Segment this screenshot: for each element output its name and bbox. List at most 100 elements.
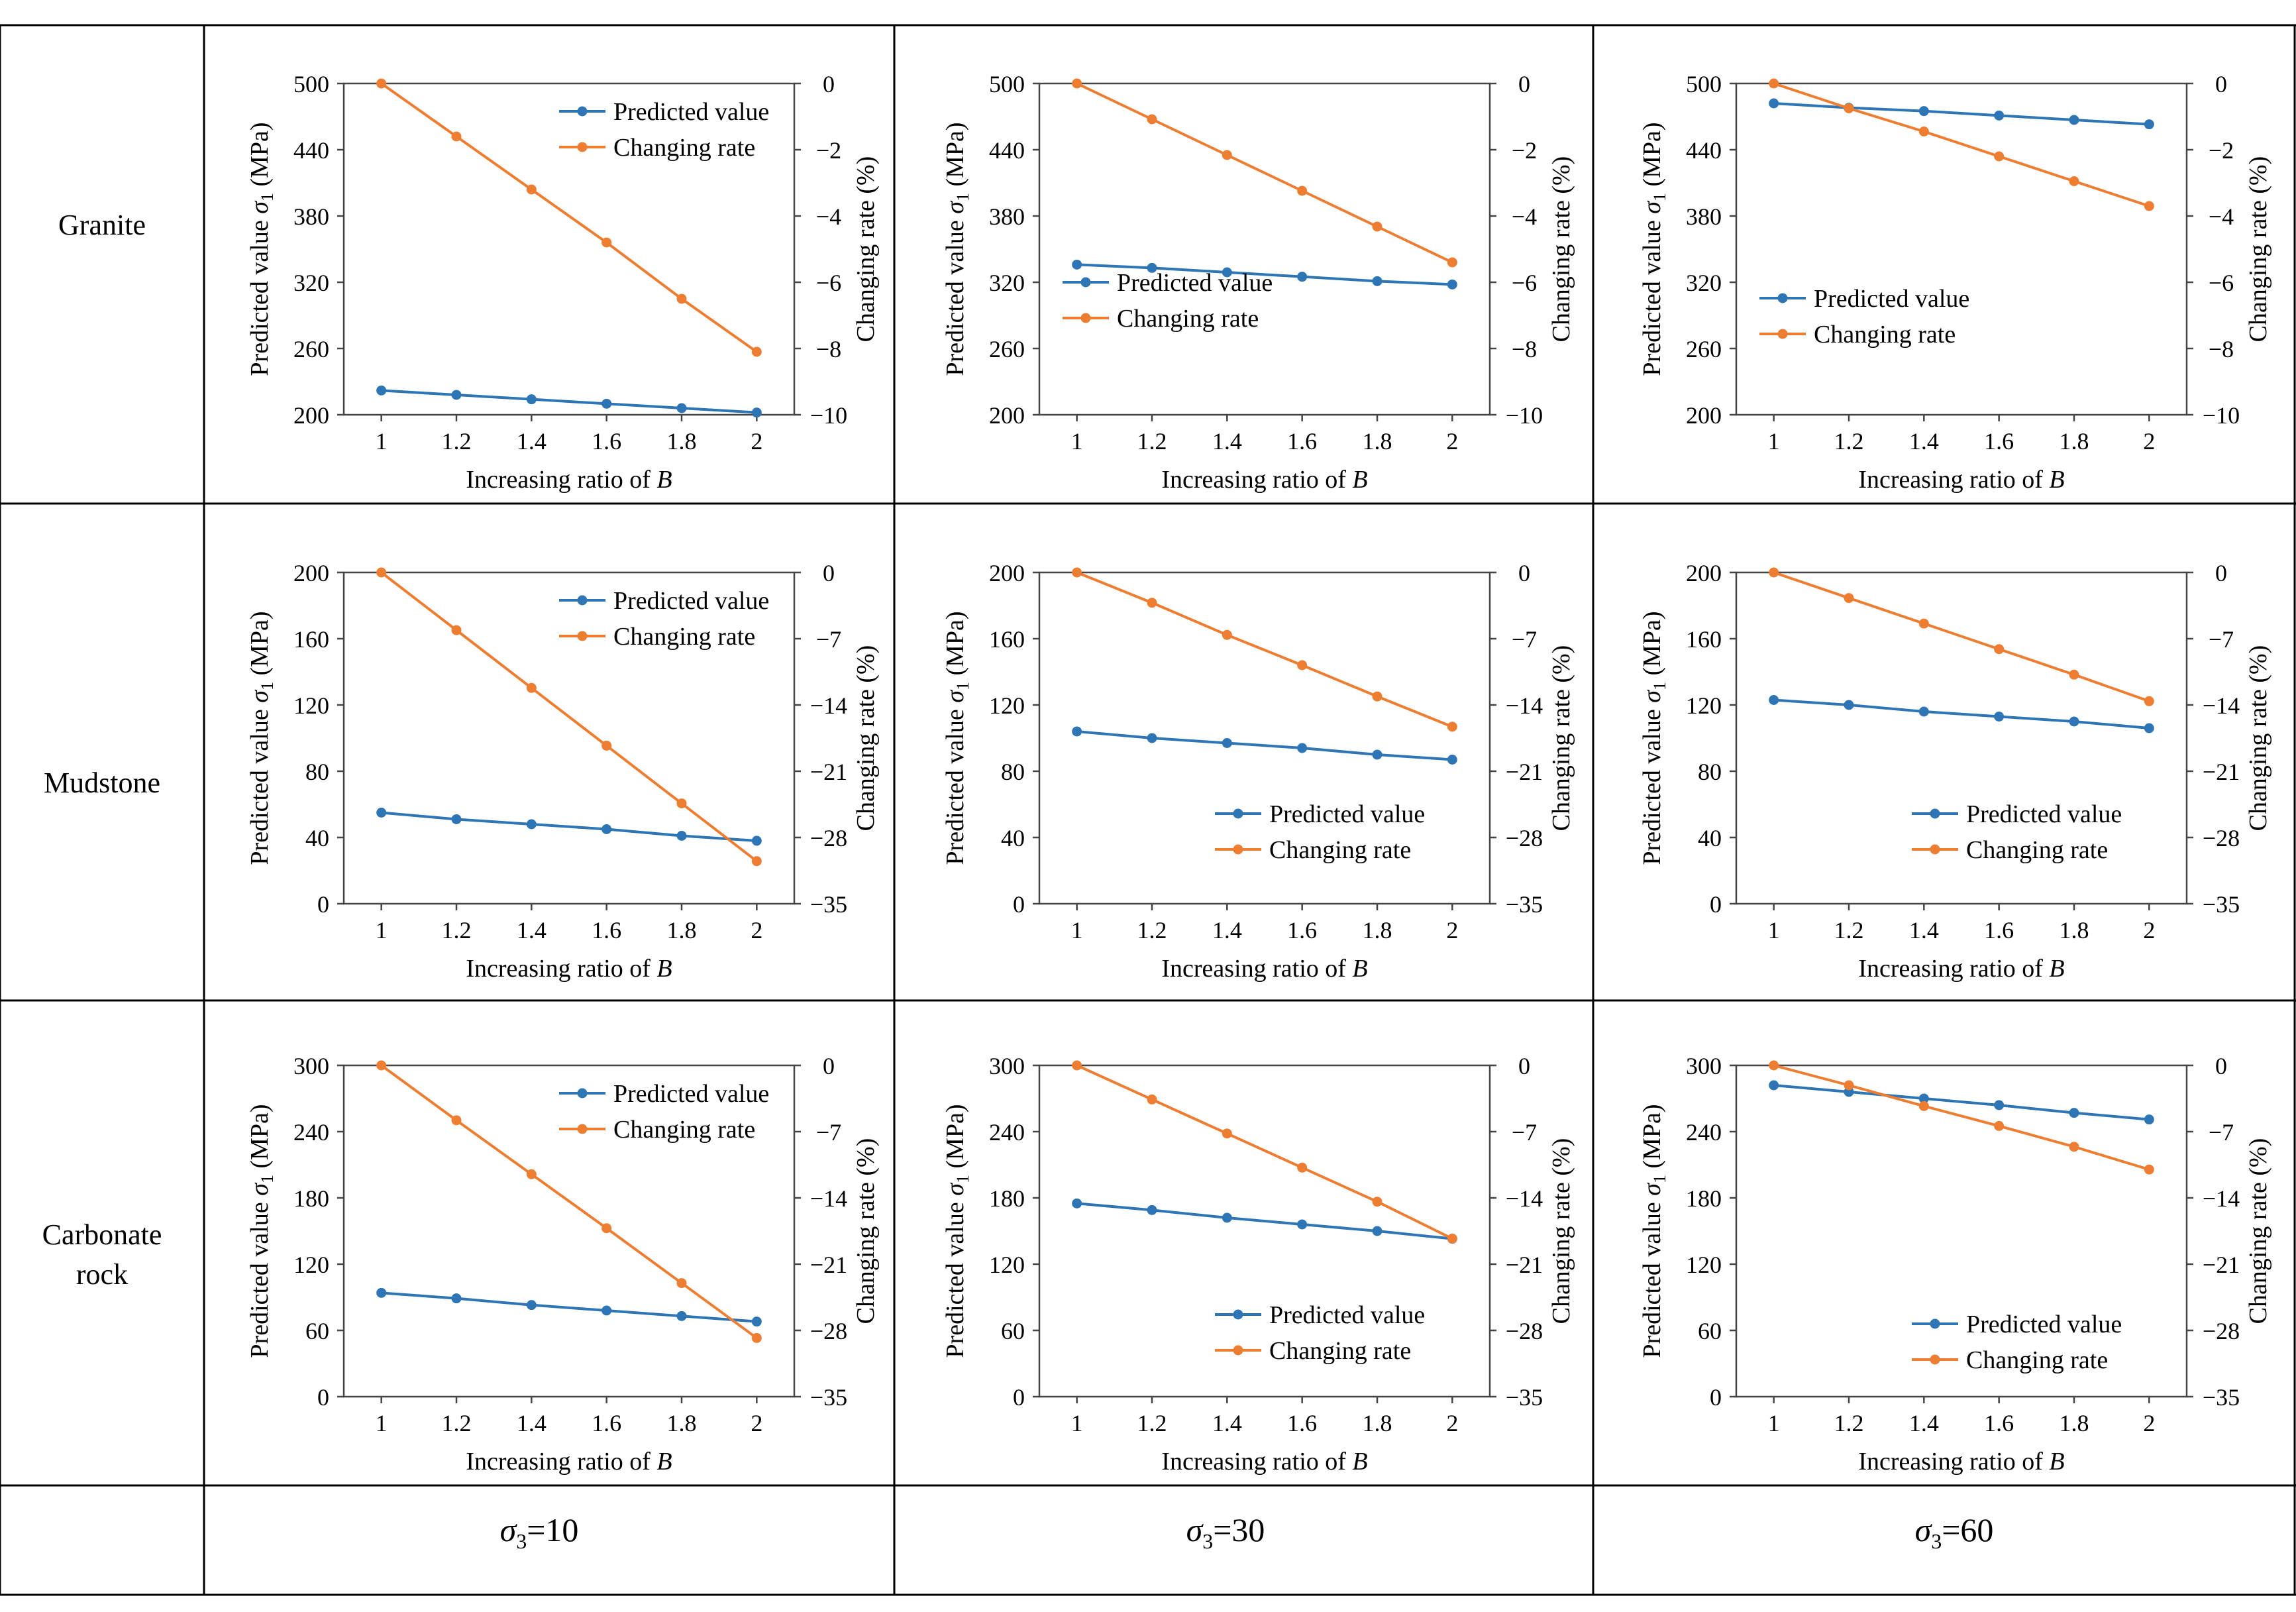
left-tick-label: 120 xyxy=(989,1252,1025,1278)
series-line-predicted-value xyxy=(1076,1202,1453,1240)
right-tick-label: 0 xyxy=(1518,71,1530,97)
data-point-predicted-value xyxy=(1372,1226,1383,1236)
x-tick-label: 1 xyxy=(1071,1410,1083,1436)
data-point-changing-rate xyxy=(1222,629,1232,640)
right-tick-label: −7 xyxy=(1512,626,1537,653)
x-tick-label: 1.2 xyxy=(442,917,472,943)
data-point-predicted-value xyxy=(451,814,462,824)
data-point-predicted-value xyxy=(526,1300,537,1311)
data-point-changing-rate xyxy=(2144,201,2154,211)
legend-swatch-marker xyxy=(1777,293,1788,303)
left-axis-label: Predicted value σ1 (MPa) xyxy=(246,611,277,865)
data-point-predicted-value xyxy=(1072,726,1082,737)
data-point-predicted-value xyxy=(1994,110,2005,121)
legend-swatch-marker xyxy=(1233,808,1243,819)
x-tick-label: 1.8 xyxy=(2060,1410,2089,1436)
series-line-predicted-value xyxy=(381,389,757,414)
series-line-changing-rate xyxy=(1076,571,1453,728)
left-tick-label: 260 xyxy=(293,336,329,362)
right-tick-label: −14 xyxy=(2203,692,2240,719)
right-tick-label: −10 xyxy=(2203,402,2240,429)
left-tick-label: 40 xyxy=(305,825,329,851)
data-point-predicted-value xyxy=(1447,279,1457,290)
left-tick-label: 0 xyxy=(317,891,329,918)
legend-swatch-marker xyxy=(1233,1309,1243,1320)
legend-label: Changing rate xyxy=(1269,836,1411,864)
left-axis-label: Predicted value σ1 (MPa) xyxy=(1638,122,1669,376)
plot-area xyxy=(1735,82,2188,416)
data-point-changing-rate xyxy=(1769,1060,1779,1071)
data-point-predicted-value xyxy=(2069,115,2079,125)
left-tick-label: 120 xyxy=(293,1252,329,1278)
x-tick-label: 1.6 xyxy=(1984,428,2014,455)
column-label-sigma3-60: σ3=60 xyxy=(1914,1511,1994,1553)
left-tick-label: 380 xyxy=(989,203,1025,230)
legend-label: Changing rate xyxy=(1269,1337,1411,1365)
right-tick-label: −35 xyxy=(1506,891,1543,918)
data-point-changing-rate xyxy=(1994,1120,2005,1131)
x-axis-label: Increasing ratio of B xyxy=(1858,466,2064,494)
data-point-changing-rate xyxy=(1372,1197,1383,1207)
legend-label: Predicted value xyxy=(613,587,769,615)
right-tick-label: −21 xyxy=(1506,759,1543,785)
x-tick-label: 1.6 xyxy=(1984,1410,2014,1436)
data-point-predicted-value xyxy=(676,831,687,841)
right-tick-label: −4 xyxy=(816,203,841,230)
data-point-predicted-value xyxy=(451,390,462,400)
data-point-changing-rate xyxy=(1147,598,1157,608)
right-tick-label: 0 xyxy=(1518,560,1530,586)
left-tick-label: 440 xyxy=(1686,137,1722,164)
right-tick-label: −2 xyxy=(816,137,841,164)
left-tick-label: 120 xyxy=(1686,1252,1722,1278)
data-point-changing-rate xyxy=(1372,221,1383,232)
plot-area xyxy=(1038,571,1491,905)
x-tick-label: 1.4 xyxy=(1212,428,1242,455)
data-point-changing-rate xyxy=(1072,567,1082,578)
right-tick-label: −8 xyxy=(816,336,841,362)
x-tick-label: 1.8 xyxy=(667,917,697,943)
x-axis-label: Increasing ratio of B xyxy=(466,955,672,983)
row-label-mudstone: Mudstone xyxy=(44,767,160,799)
data-point-changing-rate xyxy=(1844,593,1854,604)
right-tick-label: 0 xyxy=(823,1053,835,1079)
left-tick-label: 500 xyxy=(989,71,1025,97)
x-axis-label: Increasing ratio of B xyxy=(466,466,672,494)
x-tick-label: 1.4 xyxy=(1909,917,1939,943)
right-tick-label: −35 xyxy=(810,891,847,918)
right-tick-label: 0 xyxy=(2215,560,2227,586)
chart-6: 0 60 120 180 240 300 0 −7 −14 −21 −28 −35 1 1.2 1.4 1.6… xyxy=(246,1053,880,1476)
right-axis-label: Changing rate (%) xyxy=(1547,645,1575,832)
legend-label: Predicted value xyxy=(613,98,769,126)
data-point-changing-rate xyxy=(2069,176,2079,186)
legend-label: Changing rate xyxy=(1117,305,1259,333)
row-label-granite: Granite xyxy=(58,209,146,241)
data-point-predicted-value xyxy=(451,1293,462,1304)
data-point-changing-rate xyxy=(1994,151,2005,162)
data-point-predicted-value xyxy=(1297,1219,1308,1230)
left-tick-label: 300 xyxy=(989,1053,1025,1079)
legend-swatch-marker xyxy=(1930,844,1940,855)
x-tick-label: 1.8 xyxy=(667,428,697,455)
series-line-changing-rate xyxy=(1773,1064,2150,1171)
series-line-predicted-value xyxy=(381,811,757,842)
left-tick-label: 240 xyxy=(1686,1119,1722,1146)
x-tick-label: 1.2 xyxy=(1137,428,1167,455)
series-line-changing-rate xyxy=(380,571,758,863)
right-tick-label: −21 xyxy=(2203,759,2240,785)
legend-swatch-marker xyxy=(1233,1345,1243,1356)
left-tick-label: 60 xyxy=(305,1318,329,1344)
data-point-changing-rate xyxy=(526,682,537,693)
left-tick-label: 40 xyxy=(1001,825,1025,851)
right-tick-label: −10 xyxy=(810,402,847,429)
chart-3: 0 40 80 120 160 200 0 −7 −14 −21 −28 −35 1 1.2 1.4 1.6 1… xyxy=(246,560,880,983)
left-tick-label: 0 xyxy=(1013,891,1025,918)
right-tick-label: −28 xyxy=(2203,825,2240,851)
x-tick-label: 1.2 xyxy=(442,428,472,455)
left-tick-label: 0 xyxy=(1013,1384,1025,1411)
right-tick-label: 0 xyxy=(823,560,835,586)
series-line-predicted-value xyxy=(381,1291,757,1323)
data-point-changing-rate xyxy=(1222,150,1232,160)
left-tick-label: 380 xyxy=(1686,203,1722,230)
right-tick-label: −2 xyxy=(1512,137,1537,164)
data-point-predicted-value xyxy=(1372,276,1383,286)
